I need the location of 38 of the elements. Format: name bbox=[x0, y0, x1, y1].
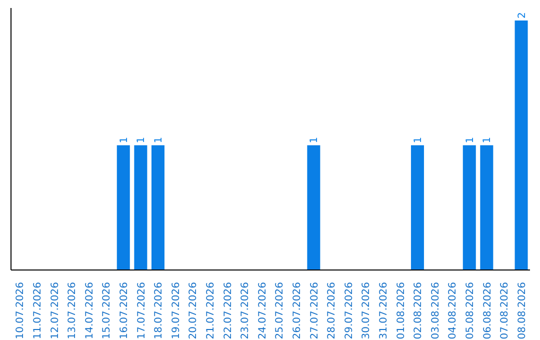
x-tick-label: 01.08.2026 bbox=[396, 282, 407, 340]
x-tick-label: 28.07.2026 bbox=[326, 282, 338, 340]
x-tick-label: 16.07.2026 bbox=[118, 282, 130, 340]
x-tick-label: 11.07.2026 bbox=[32, 282, 44, 340]
data-label: 1 bbox=[309, 136, 320, 144]
data-label: 2 bbox=[516, 12, 528, 18]
x-tick-label: 30.07.2026 bbox=[361, 282, 372, 340]
x-tick-label: 22.07.2026 bbox=[222, 282, 234, 340]
x-tick-label: 24.07.2026 bbox=[257, 282, 268, 340]
data-label: 1 bbox=[412, 136, 424, 144]
x-tick-label: 03.08.2026 bbox=[430, 282, 442, 340]
x-tick-label: 08.08.2026 bbox=[516, 282, 528, 340]
x-tick-label: 04.08.2026 bbox=[448, 282, 459, 340]
data-label: 1 bbox=[464, 136, 476, 144]
x-tick-label: 29.07.2026 bbox=[344, 282, 355, 340]
x-tick-label: 19.07.2026 bbox=[170, 282, 182, 340]
x-tick-label: 25.07.2026 bbox=[274, 282, 286, 340]
x-tick-label: 15.07.2026 bbox=[102, 282, 113, 340]
x-tick-label: 26.07.2026 bbox=[292, 282, 303, 340]
data-label: 1 bbox=[482, 136, 494, 144]
x-tick-label: 31.07.2026 bbox=[378, 282, 390, 340]
x-tick-label: 23.07.2026 bbox=[240, 282, 252, 340]
x-tick-label: 10.07.2026 bbox=[15, 282, 26, 340]
x-tick-label: 18.07.2026 bbox=[154, 282, 165, 340]
x-tick-label: 12.07.2026 bbox=[50, 282, 61, 340]
x-tick-label: 05.08.2026 bbox=[464, 282, 476, 340]
x-tick-label: 21.07.2026 bbox=[205, 282, 216, 340]
x-tick-label: 13.07.2026 bbox=[67, 282, 78, 340]
data-label: 1 bbox=[136, 136, 148, 144]
x-tick-label: 07.08.2026 bbox=[500, 282, 511, 340]
x-tick-label: 02.08.2026 bbox=[413, 282, 424, 340]
data-label: 1 bbox=[118, 136, 130, 144]
data-label: 1 bbox=[153, 136, 164, 144]
x-tick-label: 06.08.2026 bbox=[482, 282, 494, 340]
x-tick-label: 14.07.2026 bbox=[84, 282, 96, 340]
x-tick-label: 27.07.2026 bbox=[309, 282, 320, 340]
x-tick-label: 17.07.2026 bbox=[136, 282, 148, 340]
x-tick-label: 20.07.2026 bbox=[188, 282, 200, 340]
